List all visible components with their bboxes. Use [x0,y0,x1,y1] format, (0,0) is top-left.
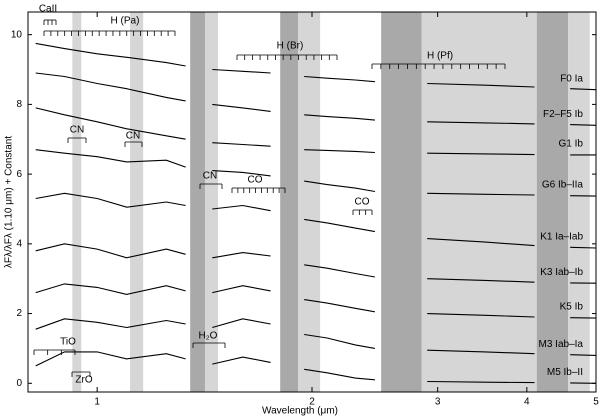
series-label: K1 Ia–Iab [540,232,583,243]
telluric-band [280,12,299,392]
feature-label: H (Pa) [111,16,140,27]
spectrum-line [35,283,597,319]
feature-label: H (Pf) [427,51,453,62]
feature-label: CN [203,171,217,182]
spectrum-line [35,351,597,384]
spectrum-line [35,72,597,126]
series-label: F0 Ia [560,73,583,84]
x-tick-label: 2 [309,397,315,408]
feature-label: ZrO [75,375,92,386]
series-label: K3 Iab–Ib [540,267,583,278]
y-tick-label: 6 [16,169,22,180]
telluric-band [72,12,82,392]
feature-label: CO [355,197,370,208]
telluric-band [536,12,569,392]
spectrum-line [35,318,597,356]
feature-label: H₂O [199,331,218,342]
feature-label: CO [248,175,263,186]
telluric-band [130,12,144,392]
x-tick-label: 5 [593,397,599,408]
y-tick-label: 0 [16,378,22,389]
x-tick-label: 3 [435,397,441,408]
y-tick-label: 8 [16,99,22,110]
series-label: M5 Ib–II [547,367,583,378]
x-axis-label: Wavelength (μm) [262,406,338,417]
spectrum-line [35,42,597,91]
series-label: F2–F5 Ib [543,109,583,120]
spectrum-line [35,243,597,284]
y-tick-label: 2 [16,308,22,319]
feature-label: H (Br) [277,41,304,52]
y-axis-label: λFλ/λFλ (1.10 μm) + Constant [4,136,15,268]
y-tick-label: 10 [11,29,23,40]
telluric-band [204,12,219,392]
x-tick-label: 1 [94,397,100,408]
telluric-band [568,12,590,392]
telluric-band [381,12,422,392]
telluric-band [298,12,321,392]
series-label: G1 Ib [559,139,584,150]
spectrum-line [35,149,597,197]
telluric-band [190,12,205,392]
feature-label: CN [70,125,84,136]
series-label: G6 Ib–IIa [542,180,584,191]
x-tick-label: 4 [524,397,530,408]
spectrum-line [35,192,597,249]
series-label: K5 Ib [560,302,584,313]
telluric-band [421,12,537,392]
feature-label: TiO [60,337,76,348]
feature-label: CN [126,131,140,142]
feature-label: CaII [39,4,57,15]
series-label: M3 Iab–Ia [539,339,584,350]
y-tick-label: 4 [16,238,22,249]
spectrum-line [35,107,596,156]
